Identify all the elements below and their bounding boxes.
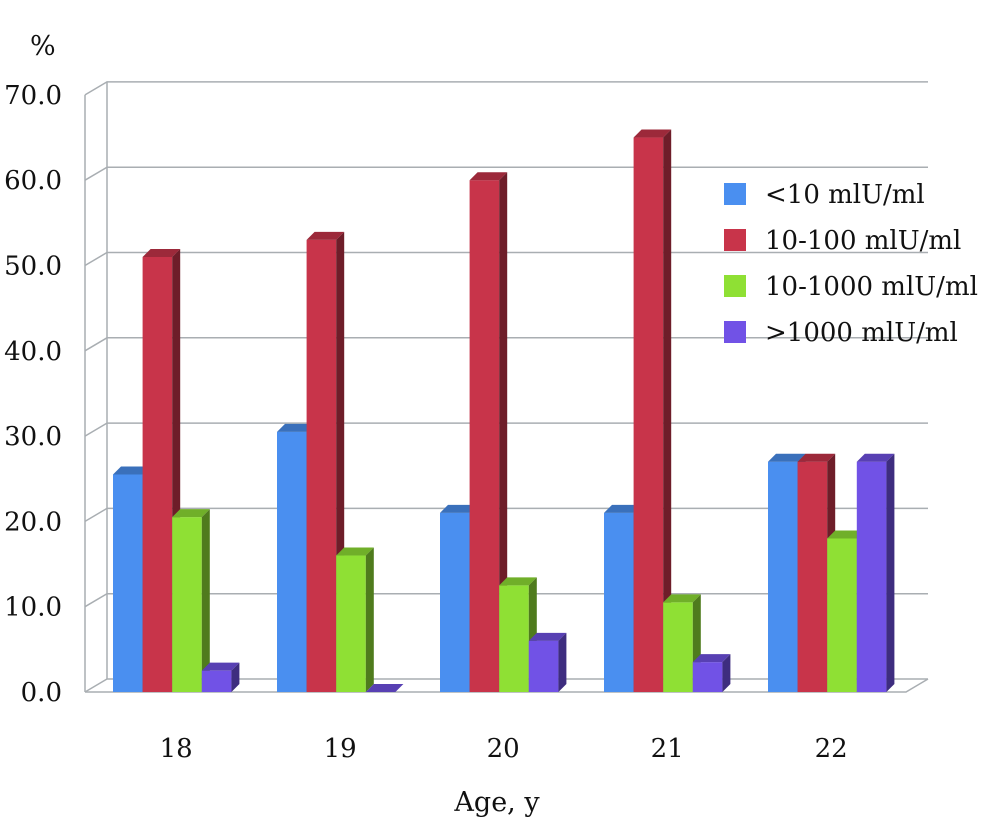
bar-top: [633, 129, 672, 138]
bar-top: [663, 594, 701, 603]
bar: [201, 662, 240, 692]
bar-top: [692, 654, 731, 663]
legend-label: <10 mlU/ml: [765, 180, 925, 210]
bar-top: [277, 423, 315, 432]
x-tick-label: 21: [651, 734, 684, 764]
y-tick-label: 30.0: [4, 422, 62, 452]
legend: <10 mlU/ml 10-100 mlU/ml 10-1000 mlU/ml >10…: [724, 180, 978, 348]
bar-front: [277, 431, 307, 692]
bar-front: [692, 662, 723, 692]
bar-top: [306, 231, 345, 240]
bar-front: [633, 137, 664, 693]
bar: [336, 547, 374, 692]
legend-label: 10-100 mlU/ml: [765, 226, 961, 256]
x-tick-label: 22: [815, 734, 848, 764]
bar-top: [142, 248, 181, 257]
legend-label: >1000 mlU/ml: [765, 318, 958, 348]
bar-side: [365, 547, 374, 692]
bar-front: [827, 538, 857, 692]
bar: [633, 129, 672, 693]
legend-swatch: [724, 321, 746, 343]
bar-side: [886, 453, 895, 692]
bar: [692, 654, 731, 692]
bar: [306, 231, 345, 692]
bar-front: [663, 602, 693, 692]
bar-front: [306, 239, 337, 692]
bar-top: [604, 504, 642, 513]
bar-front: [172, 517, 202, 692]
bar-front: [499, 585, 529, 692]
y-tick-labels: 0.0 10.0 20.0 30.0 40.0 50.0 60.0 70.0: [4, 81, 62, 708]
bar-top: [172, 509, 210, 518]
y-tick-label: 70.0: [4, 81, 62, 111]
bar-top: [113, 466, 151, 475]
y-tick-label: 10.0: [4, 593, 62, 623]
legend-swatch: [724, 183, 746, 205]
bar-side: [231, 662, 240, 692]
bar-top: [440, 504, 478, 513]
bar-front: [604, 512, 634, 692]
legend-item: 10-1000 mlU/ml: [724, 272, 978, 302]
bar-side: [722, 654, 731, 692]
x-tick-label: 19: [324, 734, 357, 764]
bar-top: [336, 547, 374, 556]
x-tick-label: 18: [160, 734, 193, 764]
bar-front: [440, 512, 470, 692]
bar-front: [856, 461, 887, 692]
bar-side: [201, 509, 210, 692]
bar: [172, 509, 210, 692]
legend-label: 10-1000 mlU/ml: [765, 272, 978, 302]
bar: [365, 684, 404, 692]
y-tick-label: 0.0: [21, 678, 62, 708]
bar: [528, 632, 567, 692]
bar-front: [201, 670, 232, 692]
bar-side: [499, 172, 508, 692]
legend-item: >1000 mlU/ml: [724, 318, 958, 348]
bar-front: [113, 474, 143, 692]
legend-item: <10 mlU/ml: [724, 180, 925, 210]
y-tick-label: 40.0: [4, 337, 62, 367]
bar-top: [797, 453, 836, 462]
bar-top: [469, 172, 508, 181]
bars: [113, 129, 895, 693]
bar-front: [142, 256, 173, 692]
legend-swatch: [724, 229, 746, 251]
bar: [469, 172, 508, 692]
bar: [856, 453, 895, 692]
bar-top: [827, 530, 865, 539]
bar-front: [797, 461, 828, 692]
y-tick-label: 60.0: [4, 166, 62, 196]
bar-top: [499, 577, 537, 586]
bar-top: [856, 453, 895, 462]
bar-front: [768, 461, 798, 692]
bar-side: [558, 632, 567, 692]
x-tick-label: 20: [487, 734, 520, 764]
bar-top: [365, 684, 404, 692]
y-tick-label: 50.0: [4, 252, 62, 282]
y-axis-title: %: [30, 31, 56, 62]
bar-front: [528, 640, 559, 692]
bar-top: [768, 453, 806, 462]
bar-side: [663, 129, 672, 693]
bar: [663, 594, 701, 692]
bar-front: [469, 180, 500, 692]
x-tick-labels: 18 19 20 21 22: [160, 734, 848, 764]
y-tick-label: 20.0: [4, 507, 62, 537]
legend-item: 10-100 mlU/ml: [724, 226, 961, 256]
bar-top: [528, 632, 567, 641]
bar-top: [201, 662, 240, 671]
bar-front: [336, 555, 366, 692]
x-axis-title: Age, y: [453, 787, 540, 818]
gridline: [84, 81, 928, 96]
legend-swatch: [724, 275, 746, 297]
